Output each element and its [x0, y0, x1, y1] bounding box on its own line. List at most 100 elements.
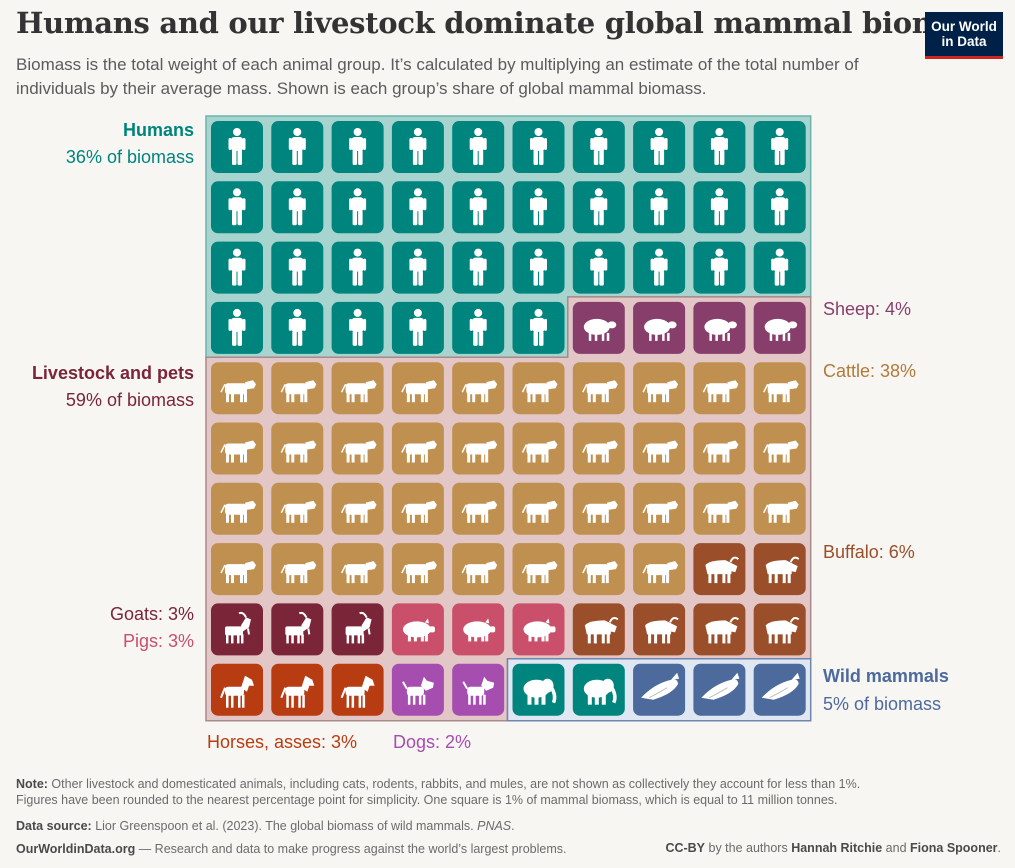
waffle-cell-cattle [512, 362, 565, 415]
waffle-cell-cattle [572, 543, 625, 596]
waffle-cell-cattle [271, 543, 324, 596]
waffle-cell-humans [331, 181, 384, 234]
waffle-cell-buffalo [753, 603, 806, 656]
waffle-cell-humans [693, 181, 746, 234]
waffle-cell-humans [452, 301, 505, 354]
waffle-cell-horses-asses [331, 663, 384, 716]
livestock-share-label: 59% of biomass [65, 390, 194, 410]
waffle-cell-cattle [391, 362, 444, 415]
waffle-cell-cattle [211, 422, 263, 475]
waffle-cell-humans [331, 241, 384, 294]
waffle-cell-sheep [693, 301, 746, 354]
waffle-cell-humans [211, 241, 263, 294]
waffle-cell-cattle [391, 422, 444, 475]
waffle-cell-buffalo [753, 543, 806, 596]
horses-label: Horses, asses: 3% [207, 732, 358, 752]
waffle-cell-cattle [211, 362, 263, 415]
waffle-cell-humans [211, 301, 263, 354]
waffle-cell-cattle [753, 482, 806, 535]
waffle-cell-pigs [391, 603, 444, 656]
waffle-cell-humans [512, 181, 565, 234]
waffle-cell-cattle [391, 482, 444, 535]
waffle-cell-cattle [633, 422, 686, 475]
waffle-cell-humans [633, 181, 686, 234]
waffle-cell-goats [211, 603, 263, 656]
chart-title: Humans and our livestock dominate global… [16, 6, 993, 40]
footer-source: Data source: Lior Greenspoon et al. (202… [16, 819, 515, 833]
waffle-cell-cattle [331, 362, 384, 415]
humans-label: Humans [122, 120, 194, 140]
footer-site: OurWorldinData.org — Research and data t… [16, 842, 567, 856]
waffle-cell-humans [391, 181, 444, 234]
waffle-cell-cattle [452, 362, 505, 415]
waffle-cell-sheep [572, 301, 625, 354]
waffle-cell-wild-land-mammals [512, 663, 565, 716]
waffle-cell-humans [271, 181, 324, 234]
waffle-cell-sheep [633, 301, 686, 354]
waffle-cell-buffalo [693, 603, 746, 656]
owid-logo[interactable]: Our World in Data [925, 12, 1003, 59]
goats-label: Goats: 3% [109, 604, 194, 624]
humans-share-label: 36% of biomass [65, 147, 194, 167]
waffle-cell-humans [572, 241, 625, 294]
waffle-cell-cattle [211, 543, 263, 596]
waffle-cell-pigs [512, 603, 565, 656]
footer-note: Note: Other livestock and domesticated a… [16, 777, 861, 807]
waffle-cell-humans [633, 241, 686, 294]
sheep-label: Sheep: 4% [823, 299, 912, 319]
waffle-cell-cattle [753, 362, 806, 415]
livestock-label: Livestock and pets [31, 363, 194, 383]
waffle-cell-humans [271, 301, 324, 354]
waffle-cell-sheep [753, 301, 806, 354]
waffle-cell-humans [512, 121, 565, 173]
waffle-cell-humans [753, 241, 806, 294]
waffle-cell-cattle [452, 422, 505, 475]
waffle-cell-humans [211, 121, 263, 173]
waffle-cell-humans [391, 301, 444, 354]
waffle-cell-horses-asses [211, 663, 263, 716]
waffle-cell-cattle [452, 543, 505, 596]
waffle-cell-humans [271, 241, 324, 294]
waffle-cell-buffalo [693, 543, 746, 596]
site-link[interactable]: OurWorldinData.org [16, 842, 136, 856]
waffle-cell-humans [211, 181, 263, 234]
wild-share-label: 5% of biomass [823, 694, 942, 714]
waffle-cell-humans [753, 121, 806, 173]
waffle-cell-cattle [572, 482, 625, 535]
waffle-cell-humans [391, 121, 444, 173]
waffle-cell-cattle [452, 482, 505, 535]
waffle-cell-humans [391, 241, 444, 294]
waffle-cell-cattle [693, 422, 746, 475]
waffle-cell-horses-asses [271, 663, 324, 716]
dogs-label: Dogs: 2% [393, 732, 472, 752]
waffle-cell-humans [753, 181, 806, 234]
waffle-cell-humans [512, 301, 565, 354]
waffle-cell-wild-land-mammals [572, 663, 625, 716]
waffle-cell-cattle [693, 482, 746, 535]
waffle-cell-cattle [753, 422, 806, 475]
waffle-cell-humans [271, 121, 324, 173]
waffle-cell-cattle [572, 422, 625, 475]
waffle-cell-humans [512, 241, 565, 294]
waffle-cell-cattle [271, 482, 324, 535]
waffle-cell-buffalo [572, 603, 625, 656]
waffle-cell-humans [331, 301, 384, 354]
waffle-cell-pigs [452, 603, 505, 656]
waffle-cell-humans [452, 241, 505, 294]
cattle-label: Cattle: 38% [823, 361, 917, 381]
waffle-cell-dogs [452, 663, 505, 716]
waffle-cell-wild-marine-mammals [633, 663, 686, 716]
waffle-cell-cattle [271, 362, 324, 415]
waffle-cell-humans [452, 121, 505, 173]
waffle-cell-goats [271, 603, 324, 656]
waffle-cell-humans [693, 121, 746, 173]
waffle-cell-cattle [512, 482, 565, 535]
waffle-cell-humans [633, 121, 686, 173]
waffle-cell-humans [331, 121, 384, 173]
waffle-cell-cattle [211, 482, 263, 535]
waffle-cell-cattle [331, 482, 384, 535]
waffle-cell-humans [693, 241, 746, 294]
waffle-cell-humans [572, 181, 625, 234]
waffle-cell-cattle [693, 362, 746, 415]
